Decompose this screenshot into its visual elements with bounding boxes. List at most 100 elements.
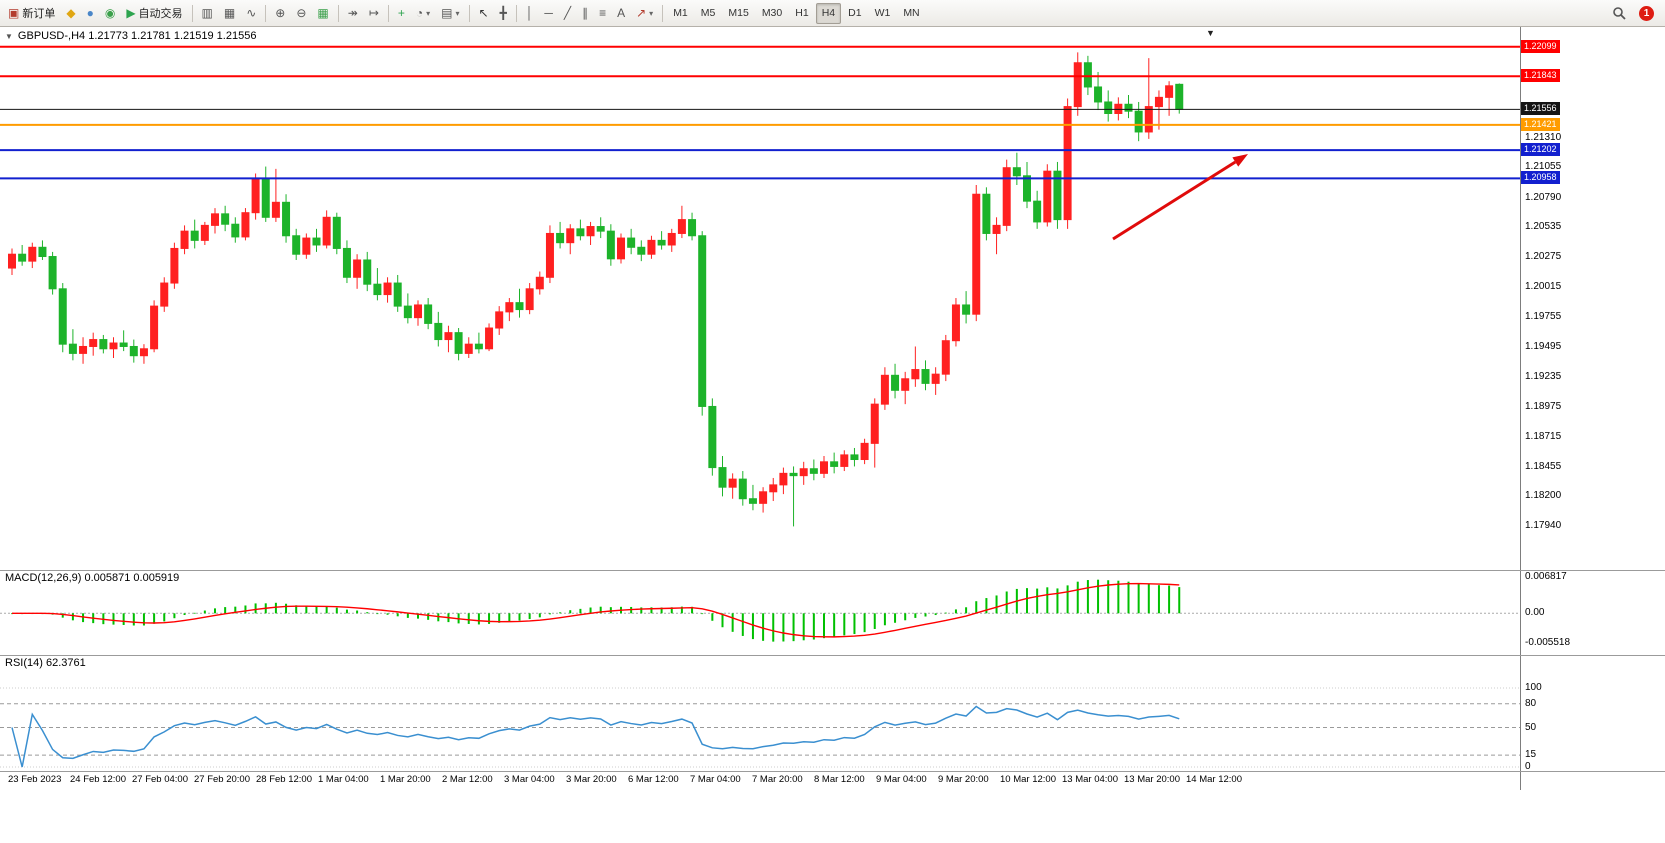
candle: [28, 246, 37, 262]
toolbar-separator: [387, 4, 389, 22]
candle: [1023, 175, 1031, 202]
time-axis-label: 3 Mar 04:00: [504, 774, 555, 785]
price-badge: 1.21202: [1521, 143, 1560, 157]
timeframe-w1-button[interactable]: W1: [869, 3, 897, 24]
candle: [596, 226, 605, 232]
time-axis-label: 27 Feb 20:00: [194, 774, 250, 785]
timeframe-m1-button[interactable]: M1: [667, 3, 694, 24]
candle: [241, 212, 250, 238]
arrows-button[interactable]: ↗ ▾: [631, 3, 658, 24]
timeframe-h1-button[interactable]: H1: [789, 3, 814, 24]
time-axis-label: 7 Mar 04:00: [690, 774, 741, 785]
timeframe-m15-button[interactable]: M15: [722, 3, 754, 24]
candlestick-chart[interactable]: [0, 27, 1520, 570]
time-axis[interactable]: 23 Feb 2023 24 Feb 12:00 27 Feb 04:00 27 Fe…: [0, 771, 1665, 790]
toolbar-group-trade: ▣ 新订单 ◆ ● ◉ ▶ 自动交易: [3, 3, 188, 24]
macd-histogram-bar: [1076, 581, 1079, 614]
candle: [434, 322, 443, 341]
pane-separator[interactable]: [0, 570, 1665, 571]
periods-button[interactable]: ◔ ▾: [411, 3, 435, 24]
candle: [921, 369, 930, 384]
macd-histogram-bar: [335, 607, 338, 614]
rsi-indicator-pane[interactable]: RSI(14) 62.3761: [0, 655, 1520, 771]
macd-histogram-bar: [1178, 587, 1181, 614]
trend-arrow-annotation[interactable]: [1112, 154, 1248, 241]
macd-histogram-bar: [1127, 581, 1130, 614]
candle: [1134, 110, 1143, 133]
vertical-line-button[interactable]: │: [521, 3, 539, 24]
candle: [992, 224, 1001, 234]
crosshair-button[interactable]: ╋: [495, 3, 512, 24]
timeframe-mn-button[interactable]: MN: [897, 3, 925, 24]
toolbar-group-scroll: ↠ ↦: [343, 3, 384, 24]
timeframe-h4-button[interactable]: H4: [815, 2, 842, 24]
caret-down-icon: ▾: [455, 8, 460, 18]
chart-shift-button[interactable]: ↦: [364, 3, 384, 24]
macd-histogram-bar: [71, 613, 74, 621]
timeframe-m30-button[interactable]: M30: [756, 3, 788, 24]
channel-button[interactable]: ∥: [577, 3, 593, 24]
macd-indicator-pane[interactable]: MACD(12,26,9) 0.005871 0.005919: [0, 570, 1520, 655]
indicators-button[interactable]: +: [393, 3, 410, 24]
candle: [1083, 62, 1092, 88]
chart-shift-marker-icon[interactable]: ▼: [1206, 28, 1215, 38]
cursor-button[interactable]: ↖: [474, 3, 494, 24]
fibonacci-button[interactable]: ≡: [594, 3, 611, 24]
timeframe-m5-button[interactable]: M5: [695, 3, 722, 24]
tile-windows-button[interactable]: ▦: [312, 3, 333, 24]
candle: [322, 216, 331, 246]
macd-histogram-bar: [254, 603, 257, 614]
rsi-axis-label: 80: [1525, 697, 1537, 709]
templates-button[interactable]: ▤ ▾: [436, 3, 464, 24]
macd-histogram-bar: [467, 613, 470, 624]
pane-separator[interactable]: [0, 771, 1665, 772]
macd-histogram-bar: [315, 606, 318, 614]
profile-button[interactable]: ●: [82, 3, 99, 24]
autotrading-icon: ▶: [126, 6, 136, 20]
notification-badge[interactable]: 1: [1639, 5, 1654, 21]
price-axis-label: 1.17940: [1525, 520, 1562, 532]
macd-histogram-bar: [782, 613, 785, 642]
toolbar-group-pointer: ↖ ╋: [474, 3, 512, 24]
candle: [292, 235, 301, 255]
macd-histogram-bar: [427, 613, 430, 620]
pane-separator[interactable]: [0, 655, 1665, 656]
auto-scroll-button[interactable]: ↠: [343, 3, 363, 24]
candle: [738, 478, 747, 500]
trendline-button[interactable]: ╱: [559, 3, 576, 24]
time-axis-label: 27 Feb 04:00: [132, 774, 188, 785]
candle: [1002, 167, 1011, 226]
macd-histogram-bar: [396, 613, 399, 617]
candle: [698, 235, 707, 407]
price-axis-label: 1.19235: [1525, 371, 1562, 383]
text-button[interactable]: A: [612, 3, 630, 24]
zoom-in-button[interactable]: ⊕: [270, 3, 290, 24]
macd-histogram-bar: [1157, 585, 1160, 614]
new-order-button[interactable]: ▣ 新订单: [3, 3, 60, 24]
horizontal-line-button[interactable]: ─: [539, 3, 558, 24]
candle: [48, 256, 57, 290]
bar-chart-button[interactable]: ▥: [197, 3, 218, 24]
candle: [485, 327, 494, 350]
candle: [545, 232, 554, 278]
candle: [79, 345, 88, 354]
price-axis[interactable]: 1.21310 1.21055 1.20790 1.20535 1.20275 1.200…: [1520, 27, 1665, 790]
macd-histogram-bar: [488, 613, 491, 624]
candle: [830, 461, 839, 467]
candlestick-chart-button[interactable]: ▦: [219, 3, 240, 24]
timeframe-d1-button[interactable]: D1: [842, 3, 867, 24]
metaeditor-button[interactable]: ◆: [61, 3, 80, 24]
macd-histogram-bar: [883, 613, 886, 626]
ohlc-collapse-icon[interactable]: ▼: [5, 31, 13, 41]
candle: [373, 283, 382, 296]
fibonacci-icon: ≡: [599, 6, 607, 20]
price-chart-pane[interactable]: ▼ GBPUSD-,H4 1.21773 1.21781 1.21519 1.2…: [0, 27, 1520, 570]
community-button[interactable]: ◉: [100, 3, 120, 24]
price-axis-label: 1.20535: [1525, 221, 1562, 233]
line-chart-button[interactable]: ∿: [241, 3, 261, 24]
zoom-out-button[interactable]: ⊖: [291, 3, 311, 24]
toolbar-group-draw: │ ─ ╱ ∥ ≡ A ↗ ▾: [521, 3, 658, 24]
search-button[interactable]: [1607, 3, 1631, 24]
macd-histogram-bar: [437, 613, 440, 622]
autotrading-button[interactable]: ▶ 自动交易: [121, 3, 187, 24]
